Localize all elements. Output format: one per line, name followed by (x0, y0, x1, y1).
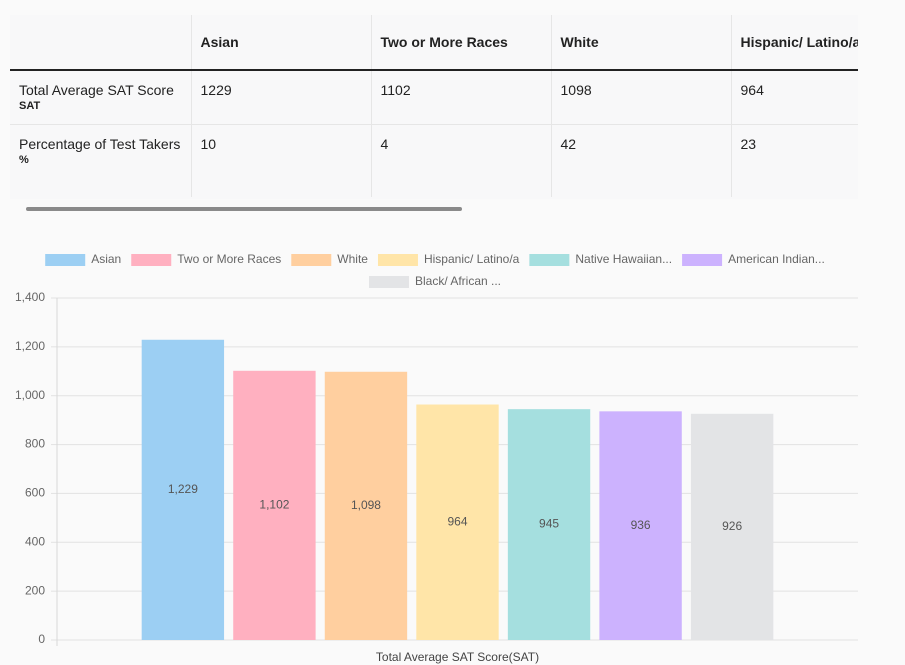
y-tick-label: 200 (25, 583, 45, 597)
y-tick-label: 1,400 (15, 290, 45, 304)
data-table: Asian Two or More Races White Hispanic/ … (10, 15, 858, 197)
header-cell: Two or More Races (371, 15, 552, 71)
bar (507, 409, 591, 640)
header-cell: Hispanic/ Latino/a (731, 15, 858, 71)
cell: 42 (551, 124, 732, 197)
row: Percentage of Test Takers% 10 4 42 23 (10, 124, 858, 197)
bar (141, 339, 225, 640)
legend-label: White (337, 252, 368, 266)
y-tick-label: 0 (38, 632, 45, 646)
bar (324, 371, 408, 640)
cell: 1102 (371, 70, 552, 125)
data-label: 926 (722, 519, 742, 533)
row-label-cell: Percentage of Test Takers% (10, 124, 192, 197)
scrollbar[interactable] (26, 207, 462, 211)
data-label: 1,229 (168, 482, 198, 496)
header-row: Asian Two or More Races White Hispanic/ … (10, 15, 858, 71)
data-label: 964 (447, 514, 467, 528)
legend-swatch (682, 254, 723, 266)
header-cell: Asian (191, 15, 372, 71)
legend-item[interactable]: Hispanic/ Latino/a (377, 252, 520, 266)
legend-item[interactable]: Asian (45, 252, 121, 266)
y-tick-label: 400 (25, 534, 45, 548)
bar (599, 411, 682, 640)
legend-swatch (368, 276, 409, 288)
row: Total Average SAT Score SAT 1229 1102 109… (10, 70, 858, 125)
cell: 1098 (551, 70, 732, 125)
bar (690, 413, 774, 640)
x-tick-label: Total Average SAT Score(SAT) (376, 650, 539, 664)
table-container: Asian Two or More Races White Hispanic/ … (10, 15, 858, 199)
legend-label: American Indian... (728, 252, 825, 266)
legend-swatch (291, 254, 332, 266)
y-tick-label: 600 (25, 486, 45, 500)
bar (416, 404, 499, 640)
legend-label: Two or More Races (177, 252, 281, 266)
cell: 1229 (191, 70, 372, 125)
header-cell (10, 15, 192, 71)
legend-label: Asian (91, 252, 121, 266)
data-label: 945 (539, 517, 559, 531)
row-unit: % (19, 154, 29, 166)
legend-label: Native Hawaiian... (575, 252, 672, 266)
cell: 23 (731, 124, 858, 197)
chart: 0 200 400 600 800 1,000 1,200 1,400 Total Averag… (15, 252, 858, 664)
cell: 4 (371, 124, 552, 197)
legend-item[interactable]: White (291, 252, 368, 266)
legend-item[interactable]: Two or More Races (131, 252, 281, 266)
cell: 10 (191, 124, 372, 197)
legend-item[interactable]: Black/ African ... (368, 274, 501, 288)
data-label: 1,098 (351, 498, 381, 512)
data-label: 936 (631, 518, 651, 532)
row-label: Total Average SAT Score (19, 82, 174, 98)
legend-swatch (529, 254, 570, 266)
row-label: Percentage of Test Takers (19, 136, 181, 152)
row-label-cell: Total Average SAT Score SAT (10, 70, 192, 125)
legend-swatch (377, 254, 418, 266)
y-tick-label: 800 (25, 437, 45, 451)
legend-label: Hispanic/ Latino/a (424, 252, 520, 266)
bar (233, 370, 316, 640)
legend-item[interactable]: Native Hawaiian... (529, 252, 672, 266)
legend-item[interactable]: American Indian... (682, 252, 825, 266)
y-tick-label: 1,200 (15, 339, 45, 353)
row-unit: SAT (19, 100, 41, 112)
y-tick-label: 1,000 (15, 388, 45, 402)
legend-swatch (45, 254, 86, 266)
header-cell: White (551, 15, 732, 71)
data-label: 1,102 (259, 498, 289, 512)
legend-swatch (131, 254, 172, 266)
legend-label: Black/ African ... (415, 274, 501, 288)
cell: 964 (731, 70, 858, 125)
